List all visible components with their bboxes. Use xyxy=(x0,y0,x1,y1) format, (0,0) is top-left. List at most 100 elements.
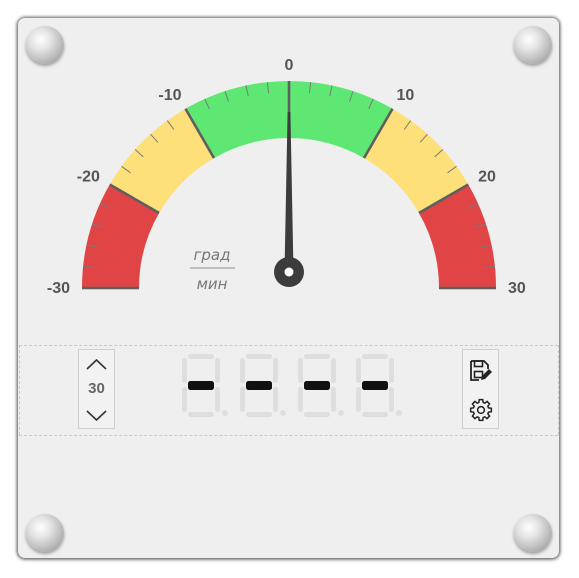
tool-buttons xyxy=(462,349,499,429)
segment-g xyxy=(304,381,330,390)
readout-strip-right-edge xyxy=(558,345,559,435)
segment-b xyxy=(389,358,394,383)
decimal-point xyxy=(222,410,228,416)
segment-e xyxy=(356,387,361,412)
step-value[interactable]: 30 xyxy=(88,380,105,397)
gauge-zone-0 xyxy=(82,184,160,288)
minor-tick xyxy=(308,82,312,94)
gauge: -30 -20 -10 0 10 20 30 град мин xyxy=(47,57,526,297)
segment-b xyxy=(273,358,278,383)
segment-e xyxy=(240,387,245,412)
minor-tick xyxy=(150,133,159,143)
unit-numerator: град xyxy=(194,246,231,264)
segment-b xyxy=(331,358,336,383)
minor-tick xyxy=(403,120,412,130)
needle-hub-center xyxy=(284,267,294,277)
segment-c xyxy=(273,387,278,412)
minor-tick xyxy=(166,120,175,130)
minor-tick xyxy=(349,90,354,102)
readout-strip xyxy=(19,345,558,436)
segment-a xyxy=(362,354,388,359)
scale-label: -30 xyxy=(47,280,70,297)
major-tick xyxy=(184,108,216,159)
needle-pointer xyxy=(284,112,294,272)
scale-label: 20 xyxy=(478,169,496,186)
display-digit xyxy=(240,354,286,417)
segment-f xyxy=(356,358,361,383)
scale-label: 30 xyxy=(508,280,526,297)
scale-label: -20 xyxy=(77,169,100,186)
minor-tick xyxy=(419,133,428,143)
minor-tick xyxy=(99,203,111,209)
display-digit xyxy=(182,354,228,417)
segment-d xyxy=(304,412,330,417)
step-down-button[interactable] xyxy=(79,404,114,428)
readout-strip-left-edge xyxy=(19,345,20,435)
display-digit xyxy=(356,354,402,417)
chevron-up-icon xyxy=(86,358,107,370)
gauge-zone-1 xyxy=(109,108,214,213)
gauge-zone-4 xyxy=(418,184,496,288)
major-tick xyxy=(109,183,160,215)
minor-tick xyxy=(467,203,479,209)
segment-d xyxy=(188,412,214,417)
minor-tick xyxy=(480,244,492,248)
chevron-down-icon xyxy=(86,410,107,422)
minor-tick xyxy=(368,98,374,110)
minor-tick xyxy=(91,223,103,228)
minor-tick xyxy=(483,265,495,269)
minor-tick xyxy=(266,82,270,94)
minor-tick xyxy=(329,85,333,97)
segment-a xyxy=(188,354,214,359)
segment-d xyxy=(246,412,272,417)
settings-button[interactable] xyxy=(468,397,494,423)
major-tick xyxy=(362,108,394,159)
gauge-scale-labels: -30 -20 -10 0 10 20 30 xyxy=(47,57,526,297)
gear-icon xyxy=(469,398,493,422)
gauge-zone-3 xyxy=(364,108,469,213)
minor-tick xyxy=(134,149,144,158)
screw-top-left xyxy=(26,26,64,64)
segment-c xyxy=(331,387,336,412)
minor-tick xyxy=(447,165,457,174)
scale-label: -10 xyxy=(158,87,181,104)
step-up-button[interactable] xyxy=(79,352,114,376)
segment-f xyxy=(298,358,303,383)
segment-e xyxy=(182,387,187,412)
save-settings-button[interactable] xyxy=(468,358,494,384)
minor-tick xyxy=(83,265,95,269)
minor-tick xyxy=(434,149,444,158)
segment-g xyxy=(246,381,272,390)
segment-b xyxy=(215,358,220,383)
minor-tick xyxy=(475,223,487,228)
scale-label: 0 xyxy=(285,57,294,74)
minor-tick xyxy=(204,98,210,110)
minor-tick xyxy=(86,244,98,248)
minor-tick xyxy=(121,165,131,174)
unit-denominator: мин xyxy=(197,275,228,293)
gauge-needle xyxy=(274,112,304,287)
segment-g xyxy=(188,381,214,390)
display-digit xyxy=(298,354,344,417)
screw-top-right xyxy=(514,26,552,64)
segment-c xyxy=(215,387,220,412)
decimal-point xyxy=(338,410,344,416)
scale-label: 10 xyxy=(397,87,415,104)
segment-f xyxy=(182,358,187,383)
major-tick xyxy=(418,183,469,215)
seven-segment-display xyxy=(182,354,402,417)
decimal-point xyxy=(396,410,402,416)
minor-tick xyxy=(245,85,249,97)
screw-bottom-left xyxy=(26,514,64,552)
segment-f xyxy=(240,358,245,383)
gauge-zones xyxy=(82,80,496,288)
segment-a xyxy=(246,354,272,359)
segment-g xyxy=(362,381,388,390)
segment-c xyxy=(389,387,394,412)
screw-bottom-right xyxy=(514,514,552,552)
segment-d xyxy=(362,412,388,417)
segment-e xyxy=(298,387,303,412)
save-edit-icon xyxy=(470,360,492,381)
minor-tick xyxy=(224,90,229,102)
segment-a xyxy=(304,354,330,359)
